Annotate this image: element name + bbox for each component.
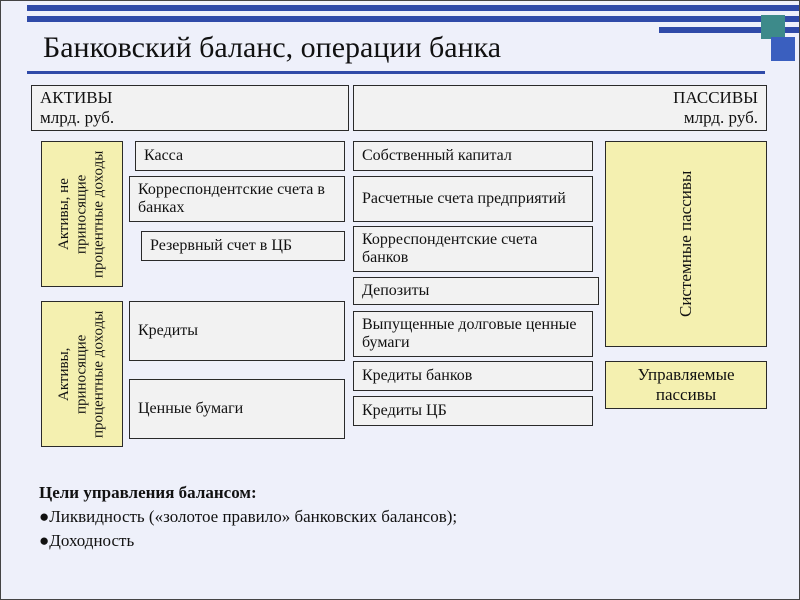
decor-square-icon — [771, 37, 795, 61]
managed-liab-box: Управляемые пассивы — [605, 361, 767, 409]
liab-item-bank-corr: Корреспондентские счета банков — [353, 226, 593, 272]
assets-label: АКТИВЫ — [40, 88, 112, 108]
non-income-assets-box: Активы, не приносящие процентные доходы — [41, 141, 123, 287]
liab-item-bank-loans: Кредиты банков — [353, 361, 593, 391]
assets-header: АКТИВЫ млрд. руб. — [31, 85, 349, 131]
asset-item-securities: Ценные бумаги — [129, 379, 345, 439]
liab-item-capital: Собственный капитал — [353, 141, 593, 171]
liab-item-cb-loans: Кредиты ЦБ — [353, 396, 593, 426]
decor-square-icon — [761, 15, 785, 39]
goals-section: Цели управления балансом: ●Ликвидность (… — [39, 479, 457, 555]
asset-item-cash: Касса — [135, 141, 345, 171]
liab-header: ПАССИВЫ млрд. руб. — [353, 85, 767, 131]
goal-profitability: ●Доходность — [39, 531, 457, 551]
slide: Банковский баланс, операции банка АКТИВЫ… — [0, 0, 800, 600]
income-assets-box: Активы, приносящие процентные доходы — [41, 301, 123, 447]
asset-item-loans: Кредиты — [129, 301, 345, 361]
title-underline — [27, 71, 765, 74]
liab-item-debt: Выпущенные долговые ценные бумаги — [353, 311, 593, 357]
goals-title: Цели управления балансом: — [39, 483, 457, 503]
goal-liquidity: ●Ликвидность («золотое правило» банковск… — [39, 507, 457, 527]
liab-label: ПАССИВЫ — [673, 88, 758, 108]
asset-item-reserve: Резервный счет в ЦБ — [141, 231, 345, 261]
decor-bar — [27, 5, 799, 11]
liab-unit: млрд. руб. — [684, 108, 758, 128]
decor-bar — [27, 16, 799, 22]
liab-item-deposits: Депозиты — [353, 277, 599, 305]
assets-unit: млрд. руб. — [40, 108, 114, 128]
slide-title: Банковский баланс, операции банка — [43, 31, 501, 65]
system-liab-box: Системные пассивы — [605, 141, 767, 347]
liab-item-ent-accounts: Расчетные счета предприятий — [353, 176, 593, 222]
asset-item-corr: Корреспондентские счета в банках — [129, 176, 345, 222]
